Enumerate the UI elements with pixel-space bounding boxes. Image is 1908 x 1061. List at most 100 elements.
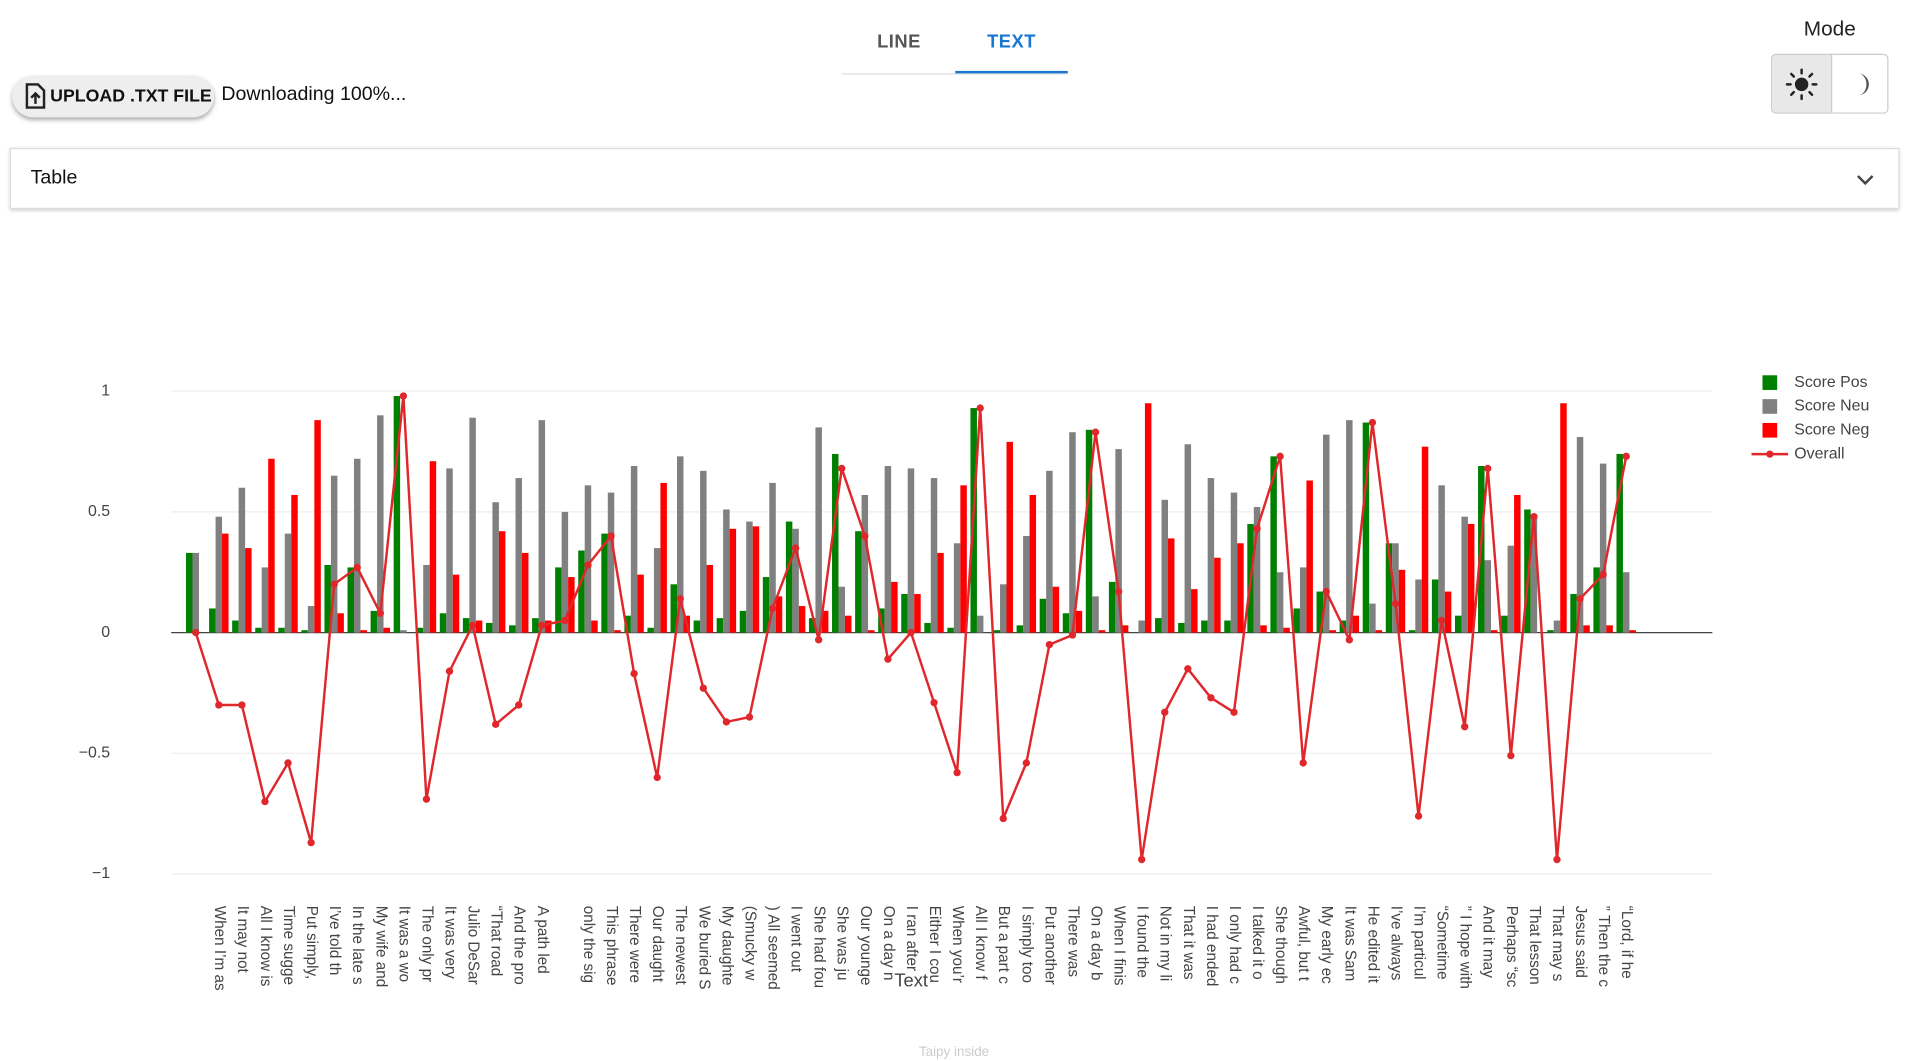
bar (739, 610, 747, 633)
dark-mode-button[interactable] (1831, 55, 1887, 112)
status-text: Downloading 100%... (221, 84, 407, 106)
x-tick-label: Put simply, (303, 906, 320, 980)
x-tick-label: I’ve told th (326, 906, 343, 976)
bar (1599, 463, 1607, 633)
line-marker (676, 595, 684, 603)
bar (785, 521, 793, 633)
bar (1161, 499, 1168, 633)
line-marker (284, 759, 292, 767)
bar (337, 613, 344, 633)
bar (1576, 437, 1584, 633)
line-marker (1391, 599, 1400, 608)
bar (400, 630, 407, 633)
tab-line[interactable]: LINE (877, 31, 921, 53)
bar (1121, 625, 1129, 633)
bar (953, 543, 961, 633)
line-marker (422, 795, 431, 803)
bar (1530, 514, 1538, 633)
bar (1075, 610, 1083, 633)
line-marker (468, 621, 477, 630)
bar (1237, 543, 1244, 633)
light-mode-button[interactable] (1772, 55, 1833, 113)
bar (1155, 618, 1162, 633)
bar (1507, 545, 1515, 633)
bar (1006, 441, 1013, 633)
bar (901, 593, 908, 633)
x-tick-label: She was ju (834, 906, 851, 981)
bar (607, 492, 615, 633)
bar (1052, 586, 1060, 633)
bar (1454, 615, 1462, 633)
bar (723, 509, 730, 633)
bar (521, 552, 529, 633)
x-tick-label: She had fou (811, 906, 828, 988)
bar (1000, 584, 1007, 633)
bar (838, 586, 845, 633)
x-tick-label: ) All seemed (764, 906, 781, 990)
bar (1547, 630, 1554, 633)
bar (1606, 625, 1613, 633)
x-tick-label: Either I cou (926, 906, 943, 983)
bar (377, 415, 384, 633)
bar (261, 567, 269, 633)
bar (452, 574, 460, 633)
bar (884, 466, 892, 633)
y-tick-label: 0.5 (88, 503, 110, 520)
x-tick-label: On a day n (880, 906, 897, 981)
x-tick-label: But a part c (995, 906, 1012, 984)
line-marker (330, 580, 338, 588)
line-marker (907, 628, 915, 637)
line-marker (353, 563, 361, 572)
x-tick-label: There was (1064, 906, 1081, 978)
line-marker (1276, 452, 1284, 461)
bar (1570, 593, 1577, 633)
tab-text[interactable]: TEXT (987, 31, 1036, 53)
line-marker (584, 561, 592, 569)
line-marker (515, 701, 523, 709)
bar (1299, 567, 1307, 633)
bar (960, 485, 967, 633)
bar (1514, 494, 1521, 633)
bar (545, 620, 552, 633)
x-tick-label: All I know f (972, 906, 989, 981)
x-tick-label: I ran after (903, 906, 920, 971)
bar (947, 627, 954, 633)
upload-button[interactable]: UPLOAD .TXT FILE (12, 75, 215, 118)
line-marker (1484, 464, 1492, 473)
bar (1593, 567, 1600, 633)
x-tick-label: only the sig (580, 906, 597, 983)
table-accordion[interactable]: Table (9, 147, 1900, 210)
line-marker (1599, 570, 1607, 579)
bar (653, 548, 661, 633)
tab-divider (841, 73, 1068, 75)
bar (1023, 536, 1030, 633)
bar (555, 567, 562, 633)
bar (1098, 630, 1106, 633)
bar (561, 511, 569, 633)
x-tick-label: I’m particul (1411, 906, 1428, 980)
bar (1178, 622, 1185, 633)
bar (1115, 449, 1122, 633)
x-tick-label: I went out (788, 906, 805, 973)
bar (1108, 581, 1116, 633)
moon-icon (1857, 73, 1869, 96)
bar (1553, 620, 1561, 633)
bar (868, 630, 875, 633)
bar (278, 627, 285, 633)
bar (976, 615, 984, 633)
line-marker (1507, 752, 1515, 760)
x-tick-label: It was a wo (395, 906, 412, 982)
x-tick-label: He edited it (1364, 906, 1381, 984)
bar (591, 620, 598, 633)
x-tick-label: There were (626, 906, 643, 983)
x-tick-label: Jesus said (1572, 906, 1589, 978)
footer: Taipy inside (918, 1045, 990, 1060)
bar (215, 516, 223, 633)
bar (268, 458, 275, 633)
x-tick-label: In the late s (349, 906, 366, 985)
legend-swatch (1762, 422, 1778, 438)
line-marker (1437, 616, 1446, 625)
x-tick-label: When I’m as (211, 906, 228, 991)
x-tick-label: That it was (1180, 906, 1197, 980)
bar (578, 550, 585, 633)
